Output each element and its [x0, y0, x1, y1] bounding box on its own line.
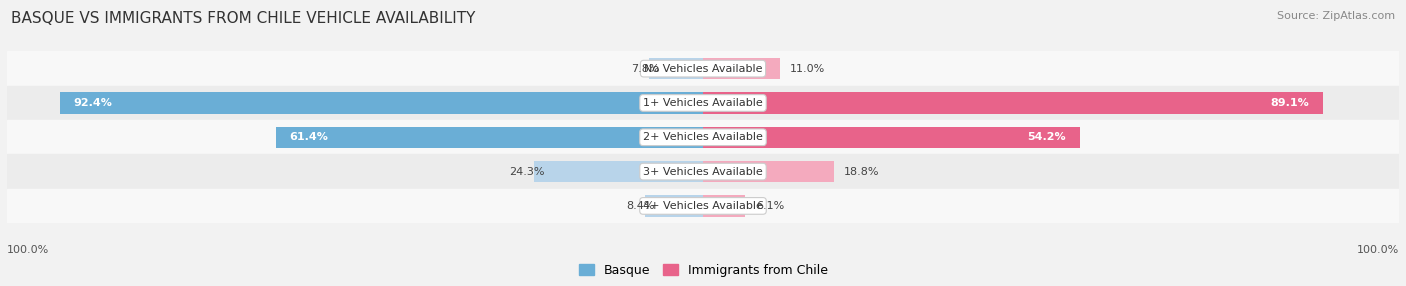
Bar — [648, 58, 703, 79]
Text: 18.8%: 18.8% — [844, 167, 880, 176]
Bar — [703, 92, 1323, 114]
Bar — [644, 195, 703, 217]
Text: 1+ Vehicles Available: 1+ Vehicles Available — [643, 98, 763, 108]
Bar — [7, 86, 1399, 120]
Text: 24.3%: 24.3% — [509, 167, 544, 176]
Text: 92.4%: 92.4% — [75, 98, 112, 108]
Text: 8.4%: 8.4% — [627, 201, 655, 211]
Text: 100.0%: 100.0% — [7, 245, 49, 255]
Text: 3+ Vehicles Available: 3+ Vehicles Available — [643, 167, 763, 176]
Bar — [7, 51, 1399, 86]
Bar — [60, 92, 703, 114]
Bar — [7, 189, 1399, 223]
Text: 7.8%: 7.8% — [631, 64, 659, 74]
Bar — [703, 58, 779, 79]
Text: 54.2%: 54.2% — [1028, 132, 1066, 142]
Text: Source: ZipAtlas.com: Source: ZipAtlas.com — [1277, 11, 1395, 21]
Bar — [7, 120, 1399, 154]
Legend: Basque, Immigrants from Chile: Basque, Immigrants from Chile — [574, 259, 832, 282]
Text: 89.1%: 89.1% — [1271, 98, 1309, 108]
Bar — [703, 127, 1080, 148]
Bar — [534, 161, 703, 182]
Text: 11.0%: 11.0% — [790, 64, 825, 74]
Bar — [7, 154, 1399, 189]
Text: 2+ Vehicles Available: 2+ Vehicles Available — [643, 132, 763, 142]
Bar — [703, 195, 745, 217]
Text: BASQUE VS IMMIGRANTS FROM CHILE VEHICLE AVAILABILITY: BASQUE VS IMMIGRANTS FROM CHILE VEHICLE … — [11, 11, 475, 26]
Text: 4+ Vehicles Available: 4+ Vehicles Available — [643, 201, 763, 211]
Text: 6.1%: 6.1% — [756, 201, 785, 211]
Text: No Vehicles Available: No Vehicles Available — [644, 64, 762, 74]
Text: 100.0%: 100.0% — [1357, 245, 1399, 255]
Bar — [276, 127, 703, 148]
Text: 61.4%: 61.4% — [290, 132, 329, 142]
Bar — [703, 161, 834, 182]
